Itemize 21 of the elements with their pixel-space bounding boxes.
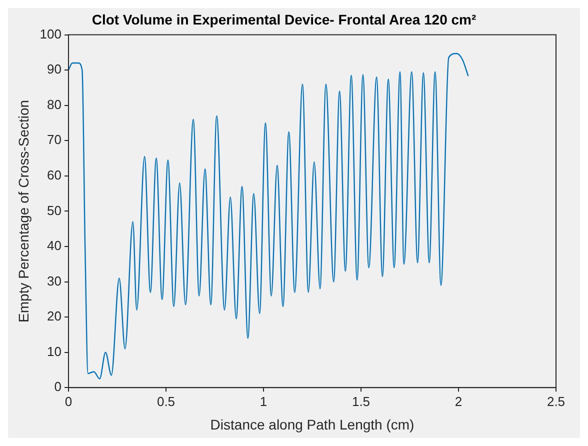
- y-axis-title: Empty Percentage of Cross-Section: [15, 100, 32, 322]
- x-axis-title: Distance along Path Length (cm): [210, 416, 414, 432]
- y-tick-label: 40: [47, 238, 62, 254]
- y-tick-label: 70: [47, 132, 62, 148]
- x-tick-label: 0: [64, 394, 72, 409]
- y-tick-label: 60: [47, 168, 62, 182]
- x-tick-label: 1: [260, 394, 268, 409]
- x-tick-label: 1.5: [352, 394, 370, 409]
- y-tick-label: 0: [54, 379, 62, 394]
- y-tick-label: 100: [40, 26, 62, 42]
- chart-title: Clot Volume in Experimental Device- Frontal Area 120 cm²: [92, 11, 477, 28]
- y-tick-label: 10: [47, 344, 62, 359]
- x-tick-label: 2.5: [546, 394, 566, 409]
- x-tick-label: 2: [454, 394, 462, 409]
- x-tick-label: 0.5: [156, 394, 176, 409]
- y-tick-label: 30: [47, 273, 62, 288]
- y-tick-label: 80: [47, 96, 62, 112]
- y-tick-label: 50: [47, 202, 62, 218]
- y-tick-label: 90: [47, 62, 62, 77]
- y-tick-label: 20: [47, 308, 62, 324]
- line-series: [68, 52, 469, 380]
